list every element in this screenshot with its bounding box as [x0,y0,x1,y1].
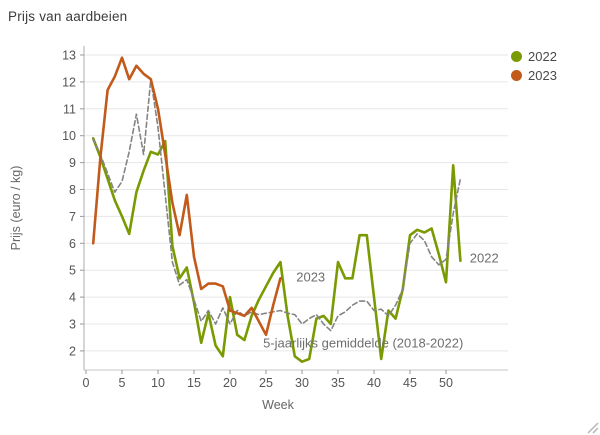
gridlines [84,54,508,352]
x-tick-label: 5 [119,376,126,390]
y-tick-label: 13 [62,49,76,63]
legend-item-2022[interactable]: 2022 [511,47,557,65]
y-tick-label: 4 [69,291,76,305]
resize-grip-icon[interactable] [587,422,599,434]
line-annotation: 2023 [296,269,325,284]
x-tick-label: 0 [83,376,90,390]
legend-item-2023[interactable]: 2023 [511,66,557,84]
chart-title: Prijs van aardbeien [8,9,128,24]
x-tick-label: 15 [187,376,201,390]
x-tick-label: 25 [259,376,273,390]
series-line-2022 [91,137,462,364]
y-tick-label: 5 [69,264,76,278]
y-tick-label: 7 [69,210,76,224]
series-line-average [92,78,462,332]
annotations: 2023 2022 5-jaarlijks gemiddelde (2018-202… [263,251,499,351]
x-tick-label: 45 [403,376,417,390]
legend-label-2022: 2022 [528,48,557,64]
line-annotation: 2022 [470,251,499,266]
line-annotation: 5-jaarlijks gemiddelde (2018-2022) [263,335,463,350]
x-tick-label: 50 [439,376,453,390]
legend-swatch-2022-icon [511,50,522,62]
x-tick-label: 40 [367,376,381,390]
x-tick-label: 30 [295,376,309,390]
x-tick-label: 10 [151,376,165,390]
x-axis-label: Week [262,398,294,412]
y-tick-label: 3 [69,318,76,332]
series-line-2023 [91,56,282,337]
y-tick-label: 8 [69,183,76,197]
y-tick-label: 2 [69,344,76,358]
y-tick-label: 9 [69,156,76,170]
series-lines [91,56,462,364]
x-tick-label: 20 [223,376,237,390]
legend-label-2023: 2023 [528,67,557,83]
y-axis-label: Prijs (euro / kg) [9,166,23,251]
y-tick-label: 11 [63,102,76,116]
legend-swatch-2023-icon [511,69,522,81]
y-tick-label: 10 [62,129,76,143]
x-tick-label: 35 [331,376,345,390]
chart-legend: 2022 2023 [511,47,557,84]
y-tick-label: 12 [62,75,76,89]
y-tick-label: 6 [69,237,76,251]
